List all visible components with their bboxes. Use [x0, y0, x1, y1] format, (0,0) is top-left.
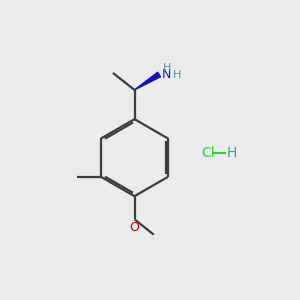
Text: Cl: Cl: [202, 146, 215, 160]
Text: H: H: [163, 63, 171, 73]
Text: H: H: [226, 146, 236, 160]
Polygon shape: [134, 72, 160, 90]
Text: O: O: [130, 221, 140, 234]
Text: N: N: [162, 68, 172, 81]
Text: H: H: [173, 70, 182, 80]
